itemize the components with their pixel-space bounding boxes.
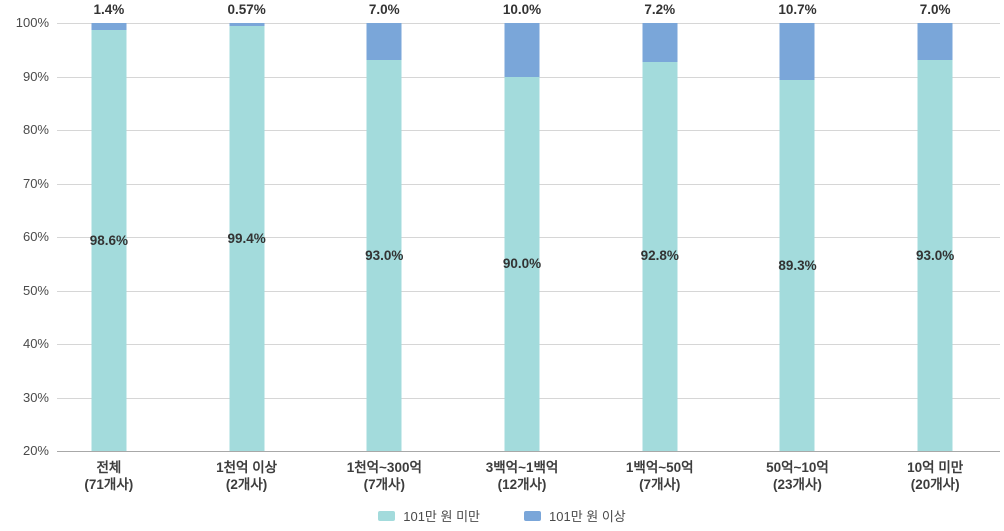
bar-top-label: 1.4% bbox=[93, 2, 125, 17]
y-tick-label: 40% bbox=[22, 336, 49, 351]
bar-column: 89.3% bbox=[729, 23, 867, 451]
category-name: 1천억~300억 bbox=[346, 460, 422, 475]
stacked-bar bbox=[642, 23, 678, 451]
y-tick-label: 100% bbox=[15, 15, 49, 30]
bar-inside-label: 98.6% bbox=[89, 232, 128, 248]
bar-segment-over bbox=[366, 23, 402, 61]
category-count: (20개사) bbox=[910, 477, 960, 492]
bar-segment-under bbox=[917, 60, 953, 451]
bar-inside-label: 89.3% bbox=[778, 257, 817, 273]
top-value-labels: 1.4% 0.57% 7.0% 10.0% 7.2% 10.7% 7.0% bbox=[40, 1, 1004, 22]
y-tick-label: 70% bbox=[22, 175, 49, 191]
gridline bbox=[57, 451, 1000, 452]
category-count: (23개사) bbox=[773, 477, 822, 492]
bar-segment-under bbox=[366, 60, 402, 451]
x-tick-label: 1천억 이상 (2개사) bbox=[178, 459, 316, 493]
bar-segment-under bbox=[91, 30, 127, 451]
bar-top-label: 7.0% bbox=[368, 2, 400, 17]
stacked-bar bbox=[366, 23, 402, 451]
y-tick-label: 60% bbox=[22, 229, 49, 244]
bar-column: 99.4% bbox=[178, 23, 316, 451]
bars-layer: 98.6% 99.4% 93.0% 90.0% 92.8% 89.3% 93.0% bbox=[40, 23, 1004, 451]
bar-segment-over bbox=[779, 23, 815, 81]
category-count: (7개사) bbox=[639, 477, 681, 492]
stacked-bar bbox=[917, 23, 953, 451]
bar-column: 98.6% bbox=[40, 23, 178, 451]
x-axis: 전체 (71개사) 1천억 이상 (2개사) 1천억~300억 (7개사) 3백억~1백억 (… bbox=[40, 459, 1004, 493]
category-count: (7개사) bbox=[363, 477, 405, 492]
legend-label-under: 101만 원 미만 bbox=[403, 509, 480, 524]
bar-column: 93.0% bbox=[315, 23, 453, 451]
legend: 101만 원 미만 101만 원 이상 bbox=[0, 506, 1004, 525]
stacked-bar bbox=[91, 23, 127, 451]
bar-top-label: 0.57% bbox=[227, 2, 266, 17]
bar-segment-under bbox=[504, 76, 540, 451]
category-name: 10억 미만 bbox=[907, 460, 964, 475]
bar-column: 93.0% bbox=[866, 23, 1004, 451]
x-tick-label: 50억~10억 (23개사) bbox=[729, 459, 867, 493]
y-tick-label: 20% bbox=[22, 443, 49, 458]
legend-swatch-teal-icon bbox=[378, 510, 396, 521]
legend-item-over: 101만 원 이상 bbox=[524, 506, 626, 525]
legend-swatch-blue-icon bbox=[524, 510, 541, 521]
bar-segment-over bbox=[229, 23, 265, 27]
bar-top-label: 10.0% bbox=[502, 2, 542, 17]
bar-segment-under bbox=[642, 61, 678, 451]
y-tick-label: 80% bbox=[22, 122, 49, 137]
category-name: 50억~10억 bbox=[766, 460, 829, 475]
x-tick-label: 전체 (71개사) bbox=[40, 459, 178, 493]
x-tick-label: 1백억~50억 (7개사) bbox=[591, 459, 729, 493]
category-count: (2개사) bbox=[225, 477, 268, 492]
x-tick-label: 1천억~300억 (7개사) bbox=[315, 459, 453, 493]
category-name: 전체 bbox=[96, 460, 122, 475]
y-tick-label: 90% bbox=[22, 68, 49, 84]
stacked-bar bbox=[504, 23, 540, 451]
bar-inside-label: 93.0% bbox=[365, 247, 404, 263]
x-tick-label: 10억 미만 (20개사) bbox=[866, 459, 1004, 493]
legend-label-over: 101만 원 이상 bbox=[549, 509, 626, 524]
bar-column: 90.0% bbox=[453, 23, 591, 451]
bar-segment-over bbox=[91, 23, 127, 31]
bar-inside-label: 92.8% bbox=[640, 248, 679, 264]
x-tick-label: 3백억~1백억 (12개사) bbox=[453, 459, 591, 493]
category-count: (71개사) bbox=[84, 477, 134, 492]
bar-segment-over bbox=[504, 23, 540, 77]
y-tick-label: 50% bbox=[22, 282, 49, 298]
y-axis: 100% 90% 80% 70% 60% 50% 40% 30% 20% bbox=[0, 15, 49, 458]
bar-inside-label: 93.0% bbox=[916, 247, 955, 263]
category-name: 1천억 이상 bbox=[216, 460, 278, 475]
bar-segment-under bbox=[779, 80, 815, 451]
bar-top-label: 10.7% bbox=[778, 2, 817, 17]
category-name: 1백억~50억 bbox=[625, 460, 694, 475]
bar-top-label: 7.2% bbox=[644, 2, 676, 17]
bar-inside-label: 99.4% bbox=[227, 230, 266, 246]
stacked-bar bbox=[229, 23, 265, 451]
category-count: (12개사) bbox=[497, 477, 547, 492]
category-name: 3백억~1백억 bbox=[485, 460, 559, 475]
stacked-bar bbox=[779, 23, 815, 451]
bar-top-label: 7.0% bbox=[919, 2, 951, 17]
bar-column: 92.8% bbox=[591, 23, 729, 451]
legend-item-under: 101만 원 미만 bbox=[378, 506, 480, 525]
bar-segment-under bbox=[229, 26, 265, 451]
y-tick-label: 30% bbox=[22, 389, 49, 405]
bar-inside-label: 90.0% bbox=[502, 255, 542, 271]
bar-segment-over bbox=[917, 23, 953, 61]
bar-segment-over bbox=[642, 23, 678, 62]
